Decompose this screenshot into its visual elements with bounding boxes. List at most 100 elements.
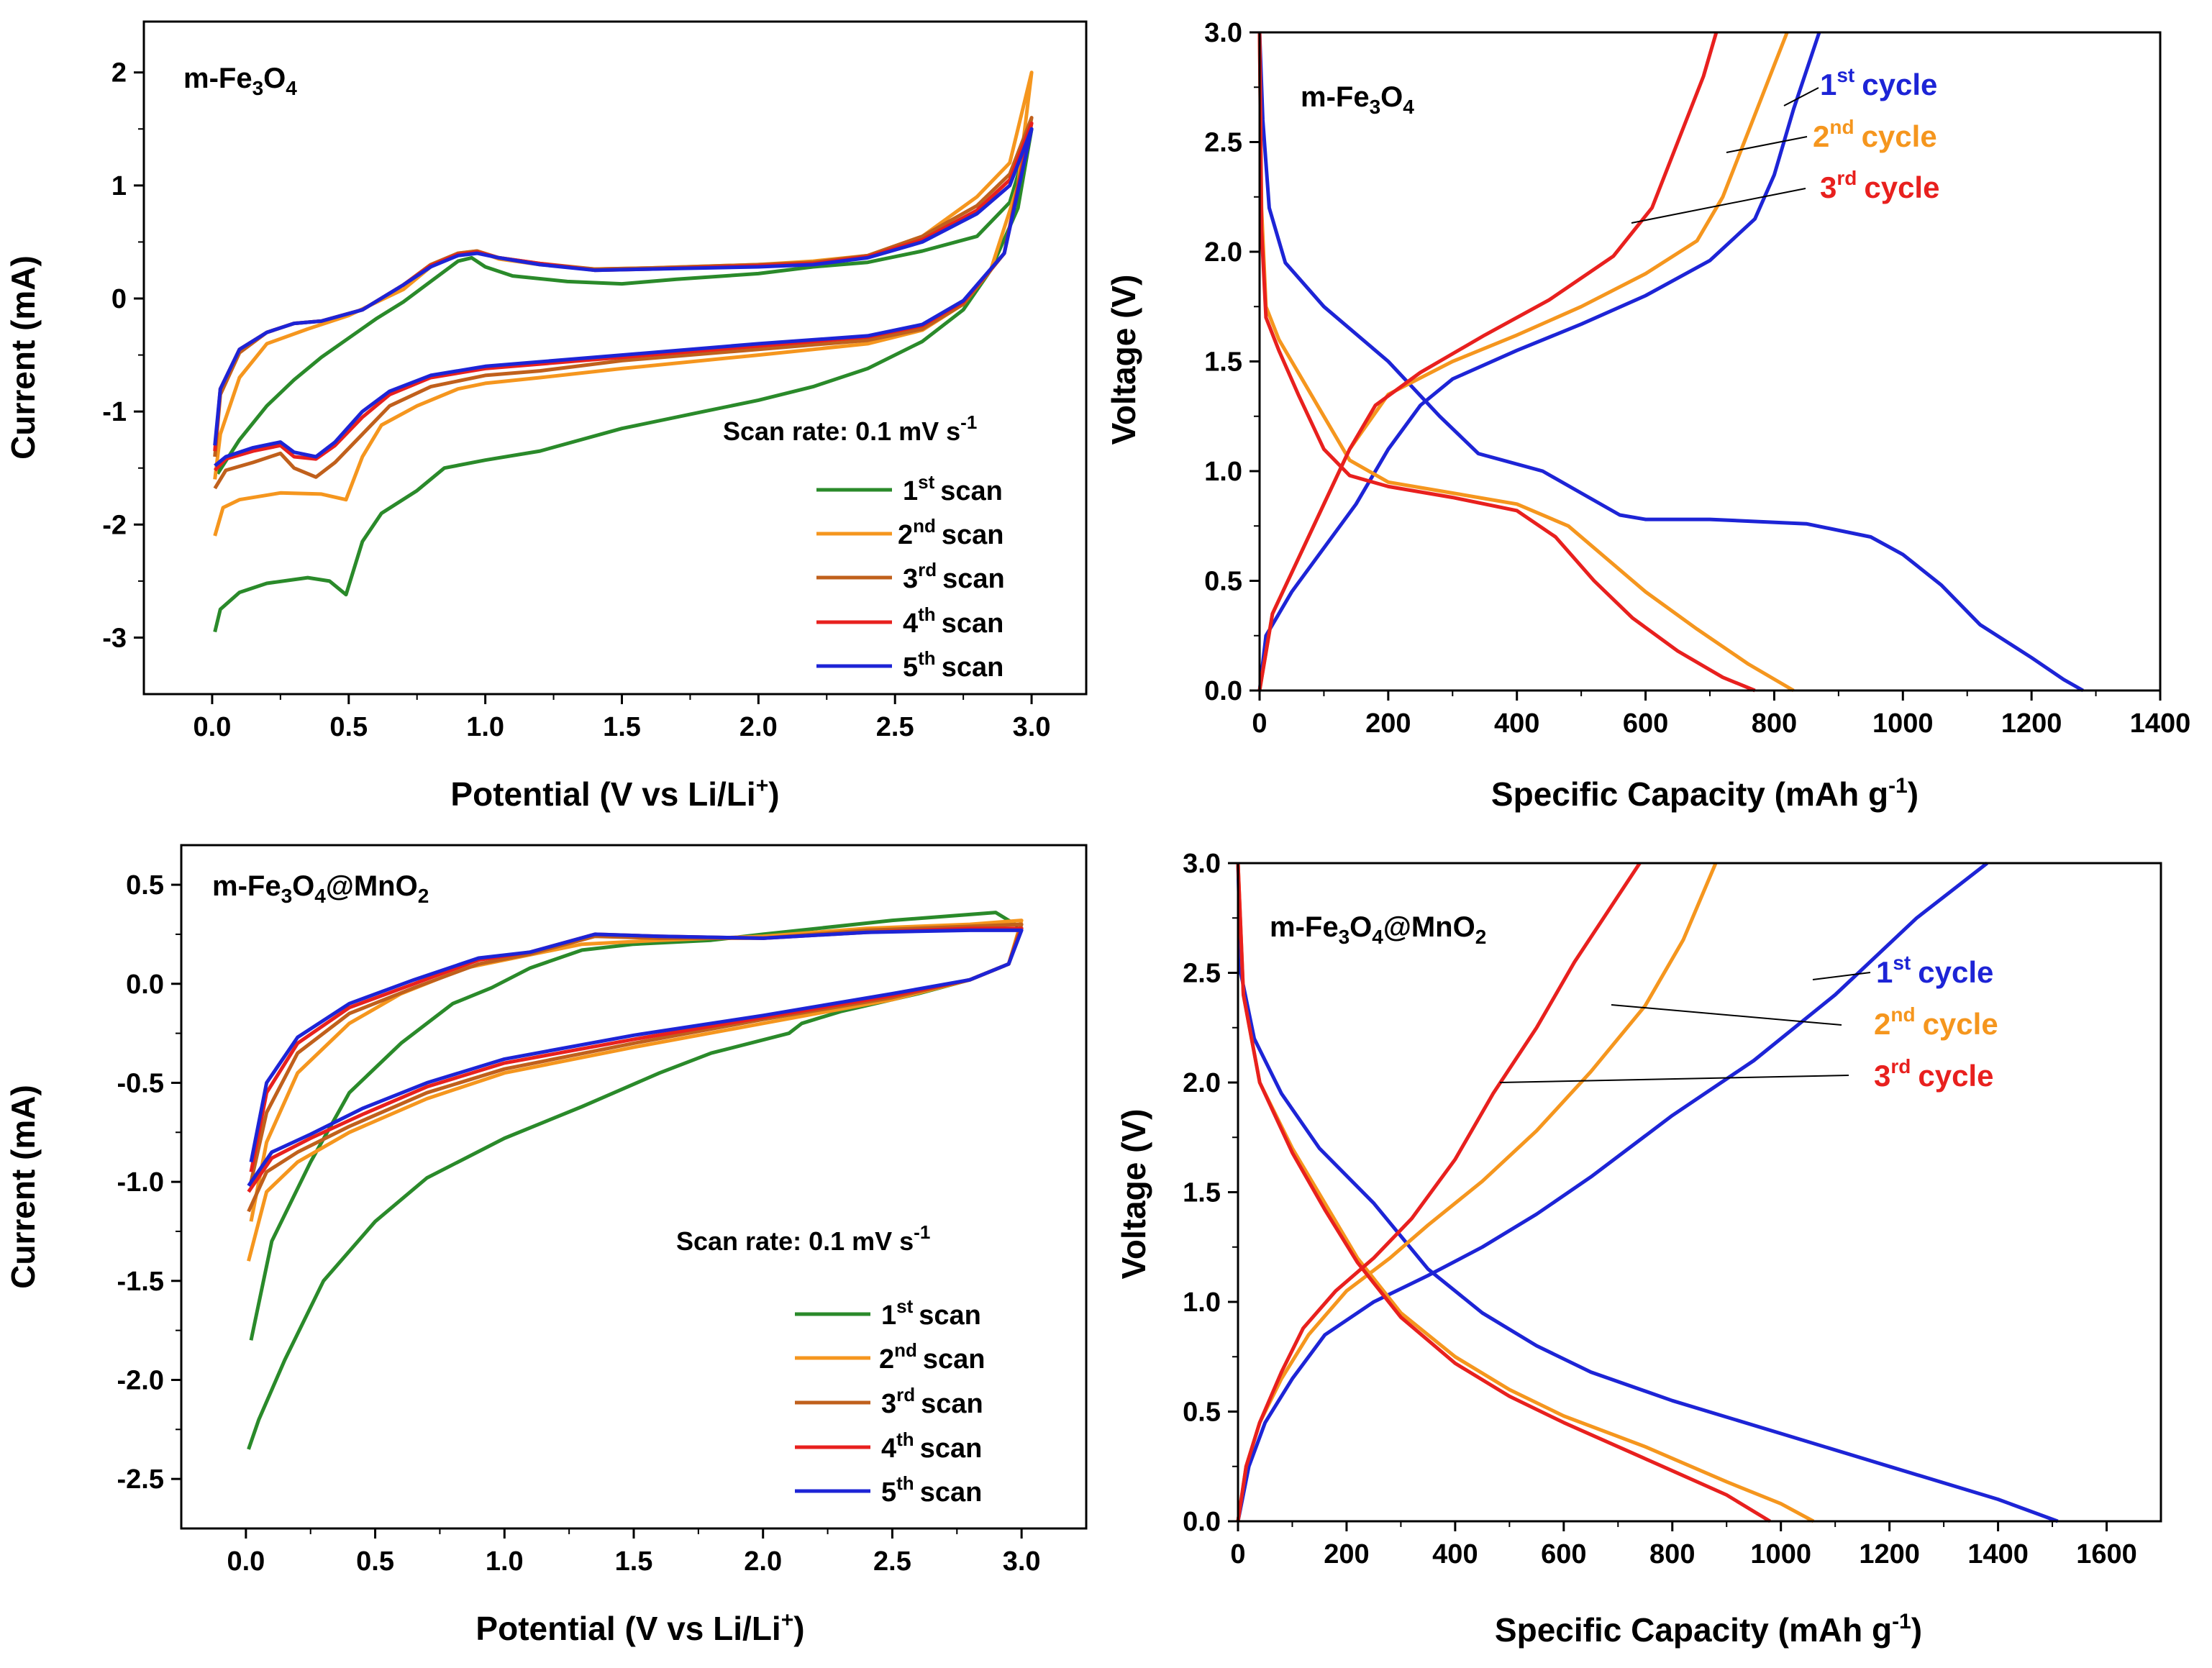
- gcd-fe3o4-ytick-label: 2.0: [1204, 237, 1242, 268]
- gcd-fe3o4-ytick-label: 0.0: [1204, 676, 1242, 706]
- gcd-fe3o4-cycle-labels: 1st cycle 2nd cycle 3rd cycle: [1631, 64, 1939, 224]
- cv-fe3o4-panel-label: m-Fe3O4: [183, 63, 297, 99]
- gcd-fe3o4-2nd-cycle-discharge-curve: [1257, 32, 1795, 693]
- gcd-fe3o4-mno2-ytick-label: 2.0: [1183, 1068, 1221, 1098]
- cv-fe3o4-xtick-label: 3.0: [1013, 712, 1051, 742]
- gcd-fe3o4-ytick-label: 0.5: [1204, 567, 1242, 597]
- gcd-fe3o4-mno2-xtick-label: 400: [1432, 1539, 1478, 1569]
- cv-fe3o4-mno2-xtick-label: 2.0: [744, 1546, 782, 1577]
- gcd-fe3o4-ytick-label: 3.0: [1204, 18, 1242, 48]
- legend-label-2nd-scan: 2nd scan: [879, 1339, 986, 1375]
- gcd-fe3o4-xtick-label: 0: [1252, 708, 1267, 739]
- cv-fe3o4-mno2-4th-scan-curve: [247, 926, 1024, 1193]
- legend-label-4th-scan: 4th scan: [881, 1428, 982, 1464]
- cv-fe3o4-mno2-ytick-label: -2.5: [117, 1464, 164, 1495]
- cv-fe3o4-mno2-xtick-label: 1.5: [615, 1546, 653, 1577]
- cv-fe3o4-mno2-xtick-label: 1.0: [486, 1546, 524, 1577]
- gcd-fe3o4-panel-label: m-Fe3O4: [1301, 81, 1414, 118]
- leader-2nd-cycle: [1611, 1004, 1842, 1026]
- gcd-fe3o4-mno2-xtick-label: 800: [1649, 1539, 1695, 1569]
- gcd-fe3o4-xtick-label: 400: [1494, 708, 1539, 739]
- cv-fe3o4-mno2-ytick-label: -0.5: [117, 1068, 164, 1098]
- cv-fe3o4-mno2-ticks: 0.0 0.5 1.0 1.5 2.0 2.5 3.0 -2.5 -2.0 -1.5 -1.0 -0.…: [117, 870, 1041, 1577]
- gcd-fe3o4-plot-frame: [1258, 31, 2162, 692]
- cv-fe3o4-panel: 0.0 0.5 1.0 1.5 2.0 2.5 3.0 -3 -2 -1 0 1 2 m-Fe3O4 S…: [4, 20, 1088, 813]
- cv-fe3o4-ytick-label: -1: [102, 397, 127, 427]
- cv-fe3o4-ytick-label: 0: [111, 284, 127, 314]
- cv-fe3o4-mno2-3rd-scan-curve: [247, 922, 1024, 1213]
- gcd-fe3o4-xtick-label: 1400: [2130, 708, 2191, 739]
- gcd-fe3o4-ytick-label: 2.5: [1204, 128, 1242, 158]
- cv-fe3o4-mno2-curves: [247, 911, 1024, 1450]
- gcd-fe3o4-ytick-label: 1.5: [1204, 347, 1242, 378]
- gcd-fe3o4-curves: [1257, 32, 2084, 693]
- gcd-fe3o4-1st-cycle-discharge-curve: [1257, 32, 2084, 693]
- leader-1st-cycle: [1783, 87, 1819, 106]
- cv-fe3o4-legend: 1st scan 2nd scan 3rd scan 4th scan 5th scan: [816, 471, 1005, 683]
- gcd-fe3o4-xtick-label: 200: [1365, 708, 1411, 739]
- cv-fe3o4-1st-scan-curve: [213, 127, 1034, 633]
- cycle-label-3rd: 3rd cycle: [1820, 167, 1939, 204]
- gcd-fe3o4-mno2-ytick-label: 1.0: [1183, 1288, 1221, 1318]
- cv-fe3o4-mno2-xtick-label: 0.5: [356, 1546, 394, 1577]
- cycle-label-1st: 1st cycle: [1876, 952, 1993, 989]
- cv-fe3o4-mno2-ytick-label: 0.5: [126, 870, 164, 901]
- cv-fe3o4-ytick-label: -3: [102, 623, 127, 653]
- cv-fe3o4-mno2-y-axis-title: Current (mA): [4, 1085, 42, 1289]
- gcd-fe3o4-mno2-ytick-label: 0.5: [1183, 1398, 1221, 1428]
- cv-fe3o4-mno2-x-axis-title: Potential (V vs Li/Li+): [475, 1608, 804, 1647]
- gcd-fe3o4-mno2-3rd-cycle-discharge-curve: [1236, 862, 1771, 1523]
- gcd-fe3o4-mno2-xtick-label: 1600: [2076, 1539, 2137, 1569]
- gcd-fe3o4-x-axis-title: Specific Capacity (mAh g-1): [1491, 774, 1919, 813]
- gcd-fe3o4-ytick-label: 1.0: [1204, 457, 1242, 487]
- cv-fe3o4-xtick-label: 2.0: [739, 712, 778, 742]
- gcd-fe3o4-1st-cycle-charge-curve: [1257, 32, 1821, 691]
- cv-fe3o4-xtick-label: 1.0: [466, 712, 504, 742]
- cv-fe3o4-ticks: 0.0 0.5 1.0 1.5 2.0 2.5 3.0 -3 -2 -1 0 1 2: [102, 58, 1050, 742]
- gcd-fe3o4-mno2-xtick-label: 1400: [1967, 1539, 2029, 1569]
- gcd-fe3o4-mno2-1st-cycle-discharge-curve: [1236, 862, 2059, 1523]
- legend-label-1st-scan: 1st scan: [903, 471, 1003, 506]
- legend-label-2nd-scan: 2nd scan: [898, 515, 1004, 550]
- legend-label-3rd-scan: 3rd scan: [903, 559, 1005, 594]
- cv-fe3o4-xtick-label: 1.5: [603, 712, 641, 742]
- gcd-fe3o4-mno2-y-axis-title: Voltage (V): [1115, 1109, 1152, 1280]
- cv-fe3o4-x-axis-title: Potential (V vs Li/Li+): [450, 774, 779, 813]
- gcd-fe3o4-mno2-xtick-label: 200: [1324, 1539, 1369, 1569]
- cv-fe3o4-curves: [213, 70, 1034, 633]
- cv-fe3o4-ytick-label: 2: [111, 58, 127, 88]
- gcd-fe3o4-xtick-label: 1200: [2001, 708, 2062, 739]
- gcd-fe3o4-y-axis-title: Voltage (V): [1105, 275, 1142, 445]
- gcd-fe3o4-xtick-label: 600: [1623, 708, 1668, 739]
- cv-fe3o4-ytick-label: -2: [102, 510, 127, 540]
- cv-fe3o4-2nd-scan-curve: [213, 70, 1034, 537]
- cv-fe3o4-scan-rate: Scan rate: 0.1 mV s-1: [723, 411, 977, 446]
- gcd-fe3o4-mno2-x-axis-title: Specific Capacity (mAh g-1): [1495, 1610, 1922, 1649]
- cv-fe3o4-mno2-scan-rate: Scan rate: 0.1 mV s-1: [676, 1221, 930, 1256]
- gcd-fe3o4-mno2-2nd-cycle-charge-curve: [1236, 862, 1718, 1522]
- legend-label-3rd-scan: 3rd scan: [881, 1384, 983, 1419]
- cv-fe3o4-xtick-label: 0.0: [194, 712, 232, 742]
- leader-3rd-cycle: [1631, 188, 1806, 224]
- gcd-fe3o4-xtick-label: 800: [1752, 708, 1797, 739]
- cv-fe3o4-mno2-ytick-label: -2.0: [117, 1365, 164, 1395]
- gcd-fe3o4-mno2-xtick-label: 1000: [1750, 1539, 1811, 1569]
- gcd-fe3o4-2nd-cycle-charge-curve: [1257, 32, 1789, 691]
- cycle-label-1st: 1st cycle: [1820, 64, 1937, 101]
- gcd-fe3o4-mno2-ticks: 0 200 400 600 800 1000 1200 1400 1600 0.0 0.5 1.0 1.…: [1183, 849, 2137, 1569]
- cycle-label-2nd: 2nd cycle: [1874, 1003, 1998, 1041]
- cv-fe3o4-mno2-ytick-label: -1.0: [117, 1167, 164, 1198]
- legend-label-5th-scan: 5th scan: [881, 1472, 982, 1508]
- gcd-fe3o4-mno2-ytick-label: 0.0: [1183, 1507, 1221, 1537]
- gcd-fe3o4-mno2-plot-frame: [1237, 862, 2162, 1523]
- leader-3rd-cycle: [1499, 1075, 1849, 1083]
- gcd-fe3o4-mno2-1st-cycle-charge-curve: [1236, 862, 1989, 1522]
- gcd-fe3o4-mno2-ytick-label: 3.0: [1183, 849, 1221, 879]
- cv-fe3o4-mno2-xtick-label: 3.0: [1003, 1546, 1041, 1577]
- cv-fe3o4-mno2-ytick-label: 0.0: [126, 970, 164, 1000]
- gcd-fe3o4-mno2-3rd-cycle-charge-curve: [1236, 862, 1642, 1522]
- gcd-fe3o4-mno2-2nd-cycle-discharge-curve: [1236, 862, 1815, 1523]
- gcd-fe3o4-xtick-label: 1000: [1872, 708, 1934, 739]
- cv-fe3o4-mno2-xtick-label: 0.0: [227, 1546, 265, 1577]
